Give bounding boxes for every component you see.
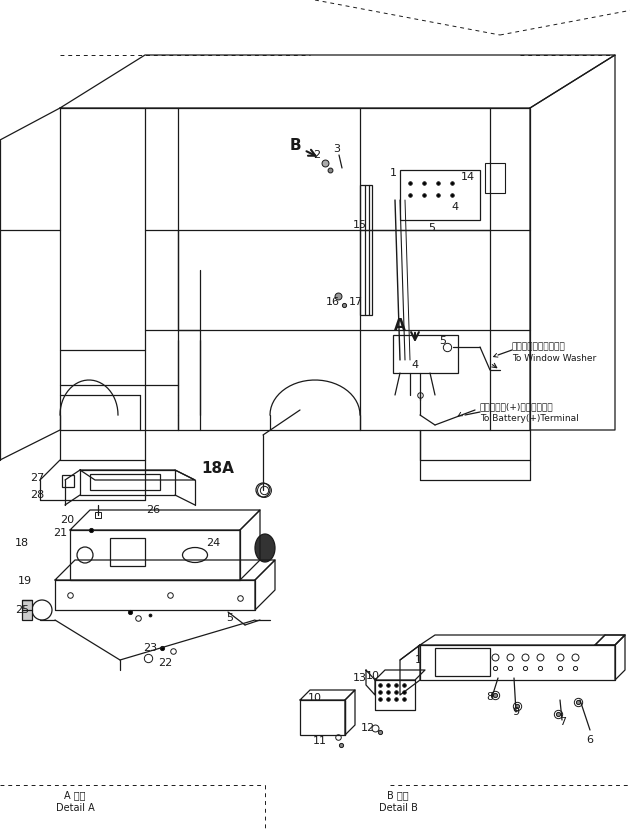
Bar [300,700,345,735]
Text: 16: 16 [326,297,340,307]
Text: 1: 1 [415,655,421,665]
Text: 28: 28 [30,490,44,500]
Text: 23: 23 [143,643,157,653]
Text: 9: 9 [512,707,520,717]
Text: 10: 10 [366,671,380,681]
Text: 20: 20 [60,515,74,525]
Text: To Window Washer: To Window Washer [512,354,596,363]
Text: Detail B: Detail B [379,803,418,813]
Text: 3: 3 [333,144,340,154]
Text: 26: 26 [146,505,160,515]
Text: B: B [289,138,301,153]
Bar [62,475,74,487]
Text: 21: 21 [53,528,67,538]
Bar [22,600,32,620]
Text: 4: 4 [452,202,459,212]
Text: バッテリー(+)ターミナルへ: バッテリー(+)ターミナルへ [480,403,554,412]
Text: 14: 14 [461,172,475,182]
Text: 18: 18 [15,538,29,548]
Text: 11: 11 [313,736,327,746]
Text: To Battery(+)Terminal: To Battery(+)Terminal [480,413,579,422]
Text: 27: 27 [30,473,44,483]
Text: 19: 19 [18,576,32,586]
Bar [360,185,372,315]
Text: ウィンドウォッシャへ: ウィンドウォッシャへ [512,343,566,351]
Bar [435,648,490,676]
Bar [485,163,505,193]
Text: Detail A: Detail A [55,803,94,813]
Text: 17: 17 [349,297,363,307]
Text: 12: 12 [361,723,375,733]
Text: 2: 2 [314,150,321,160]
Bar [393,335,458,373]
Text: 4: 4 [411,360,418,370]
Text: 5: 5 [440,336,447,346]
Bar [400,170,480,220]
Text: 25: 25 [15,605,29,615]
Text: 8: 8 [486,692,493,702]
Text: A: A [394,318,406,333]
Text: 5: 5 [227,613,234,623]
Text: 7: 7 [559,717,566,727]
Text: 6: 6 [587,735,593,745]
Bar [110,538,145,566]
Text: B 件名: B 件名 [387,790,409,800]
Text: 5: 5 [428,223,435,233]
Text: 24: 24 [206,538,220,548]
Text: A 件名: A 件名 [64,790,86,800]
Ellipse shape [255,534,275,562]
Text: 13: 13 [353,673,367,683]
Text: 10: 10 [308,693,322,703]
Text: 15: 15 [353,220,367,230]
Text: 18A: 18A [202,461,234,476]
Text: 1: 1 [389,168,396,178]
Text: 22: 22 [158,658,172,668]
Bar [90,474,160,490]
